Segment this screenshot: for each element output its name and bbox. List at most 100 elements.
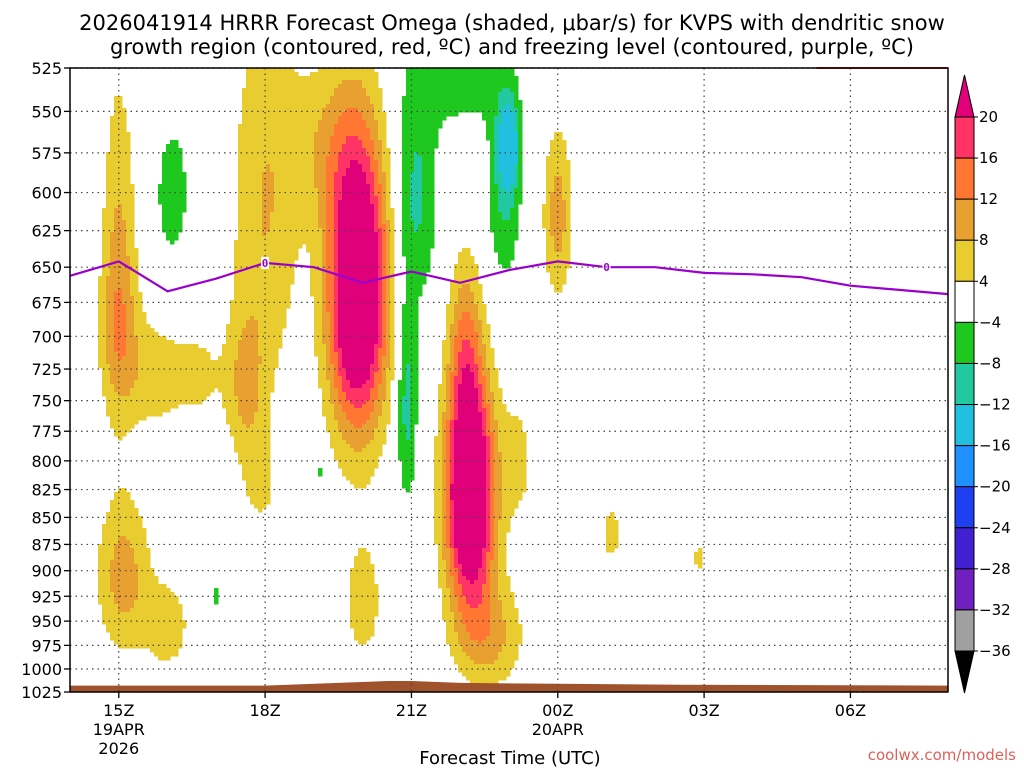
omega-shade-cell <box>342 392 347 413</box>
omega-shade-cell <box>118 360 123 397</box>
omega-shade-cell <box>370 172 375 205</box>
omega-shade-cell <box>482 68 487 121</box>
omega-shade-cell <box>482 344 487 377</box>
colorbar-label: −4 <box>979 313 1001 331</box>
omega-shade-cell <box>346 420 351 445</box>
omega-shade-cell <box>122 536 127 613</box>
omega-shade-cell <box>606 516 611 553</box>
omega-shade-cell <box>362 548 367 645</box>
omega-shade-cell <box>458 288 463 321</box>
omega-shade-cell <box>458 584 463 613</box>
colorbar-label: 12 <box>979 190 998 208</box>
omega-shade-cell <box>182 620 187 629</box>
omega-shade-cell <box>282 68 287 329</box>
omega-shade-cell <box>250 424 255 505</box>
y-tick-label: 600 <box>31 184 62 203</box>
omega-shade-cell <box>402 304 407 397</box>
omega-shade-cell <box>346 108 351 137</box>
omega-shade-cell <box>118 204 123 289</box>
omega-shade-cell <box>298 76 303 249</box>
omega-shade-cell <box>110 592 115 641</box>
colorbar: 20 16 12 8 4 −4 −8 −12 −16 −20 −24 −28 −32 −36 <box>954 74 1011 694</box>
omega-shade-cell <box>410 220 415 481</box>
omega-shade-cell <box>130 296 135 389</box>
omega-shade-cell <box>246 428 251 497</box>
omega-shade-cell <box>370 388 375 413</box>
omega-shade-cell <box>498 652 503 681</box>
omega-shade-cell <box>126 612 131 649</box>
omega-shade-cell <box>262 172 267 237</box>
omega-shade-cell <box>142 312 147 421</box>
omega-shade-cell <box>482 548 487 585</box>
omega-shade-cell <box>482 640 487 665</box>
y-tick-label: 700 <box>31 327 62 346</box>
omega-shade-cell <box>134 508 139 565</box>
omega-shade-cell <box>314 132 319 189</box>
omega-shade-cell <box>258 356 263 365</box>
omega-shade-cell <box>510 68 515 93</box>
omega-shade-cell <box>354 80 359 109</box>
omega-shade-cell <box>110 232 115 385</box>
plot-frame <box>69 67 949 693</box>
omega-shade-cell <box>474 580 479 609</box>
omega-shade-cell <box>502 188 507 221</box>
omega-shade-cell <box>494 420 499 661</box>
omega-shade-cell <box>362 384 367 405</box>
freezing-level-label-bg <box>261 256 270 269</box>
omega-shade-cell <box>262 236 267 509</box>
omega-shade-cell <box>482 664 487 689</box>
x-tick-label: 00Z <box>542 701 573 720</box>
omega-shade-cell <box>458 564 463 585</box>
omega-shade-cell <box>338 152 343 201</box>
omega-shade-cell <box>194 344 199 405</box>
omega-shade-cell <box>266 164 271 233</box>
omega-shade-cell <box>478 384 483 413</box>
omega-shade-cell <box>542 204 547 229</box>
colorbar-label: 4 <box>979 272 989 290</box>
omega-shade-cell <box>486 324 491 369</box>
omega-shade-cell <box>334 172 339 353</box>
omega-shade-cell <box>510 208 515 261</box>
omega-shade-cell <box>454 376 459 421</box>
omega-shade-cell <box>286 68 291 309</box>
omega-shade-cell <box>482 376 487 409</box>
omega-shade-cell <box>334 388 339 421</box>
omega-shade-cell <box>110 560 115 593</box>
omega-shade-cell <box>378 184 383 229</box>
omega-shade-cell <box>190 344 195 405</box>
omega-shade-cell <box>358 428 363 453</box>
omega-shade-cell <box>246 68 251 321</box>
omega-shade-cell <box>454 304 459 337</box>
omega-shade-cell <box>434 436 439 545</box>
omega-shade-cell <box>478 664 483 689</box>
omega-shade-cell <box>446 304 451 365</box>
omega-shade-cell <box>454 68 459 117</box>
omega-shade-cell <box>350 108 355 137</box>
omega-shade-cell <box>310 72 315 297</box>
omega-shade-cell <box>502 108 507 189</box>
omega-shade-cell <box>246 320 251 429</box>
omega-shade-cell <box>458 320 463 353</box>
omega-shade-cell <box>358 452 363 489</box>
omega-shade-cell <box>518 420 523 501</box>
y-tick-label: 800 <box>31 452 62 471</box>
x-tick-label: 21Z <box>396 701 427 720</box>
omega-shade-cell <box>342 412 347 441</box>
omega-shade-cell <box>114 352 119 393</box>
omega-shade-cell <box>266 68 271 165</box>
omega-shade-cell <box>518 100 523 205</box>
omega-shade-cell <box>498 212 503 265</box>
omega-shade-cell <box>366 68 371 97</box>
omega-shade-cell <box>370 364 375 389</box>
omega-shade-cell <box>222 344 227 409</box>
omega-shade-cell <box>110 384 115 429</box>
omega-shade-cell <box>338 404 343 433</box>
omega-shade-cell <box>418 156 423 225</box>
omega-shade-cell <box>238 416 243 465</box>
y-tick-label: 825 <box>31 481 62 500</box>
omega-shade-cell <box>358 140 363 165</box>
omega-shade-cell <box>498 124 503 173</box>
omega-shade-cell <box>358 68 363 81</box>
omega-shade-cell <box>342 368 347 393</box>
omega-shade-cell <box>498 520 503 601</box>
